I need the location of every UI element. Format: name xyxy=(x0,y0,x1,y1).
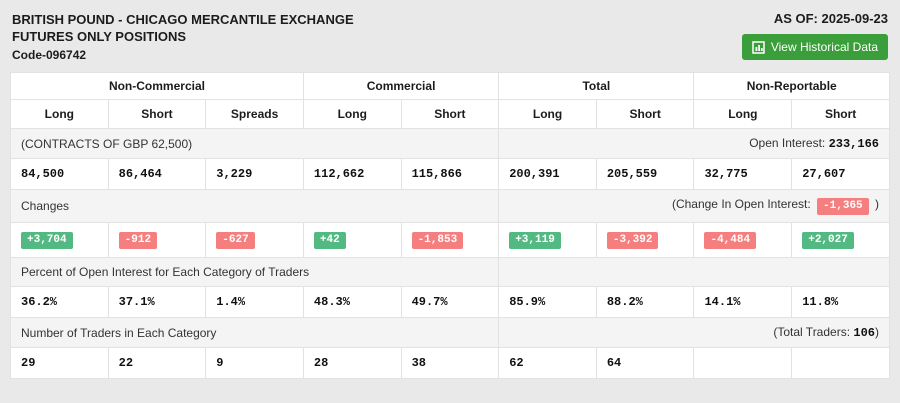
change-cell: -1,853 xyxy=(400,222,500,258)
percent-cell: 49.7% xyxy=(400,286,500,318)
change-badge: +3,704 xyxy=(21,232,73,249)
change-badge: +2,027 xyxy=(802,232,854,249)
change-badge: -627 xyxy=(216,232,255,249)
percent-section-row: Percent of Open Interest for Each Catego… xyxy=(9,257,890,287)
change-cell: +2,027 xyxy=(791,222,890,258)
change-cell: +3,119 xyxy=(498,222,597,258)
changes-label: Changes xyxy=(9,189,500,223)
change-cell: -4,484 xyxy=(693,222,793,258)
view-historical-data-label: View Historical Data xyxy=(770,40,878,54)
traders-cell xyxy=(791,347,890,379)
change-oi-suffix: ) xyxy=(875,197,879,211)
position-cell: 112,662 xyxy=(302,158,402,190)
traders-cell: 22 xyxy=(107,347,207,379)
percent-cell: 11.8% xyxy=(791,286,890,318)
open-interest: Open Interest: 233,166 xyxy=(498,128,890,159)
position-cell: 84,500 xyxy=(10,158,109,190)
change-in-open-interest: (Change In Open Interest: -1,365 ) xyxy=(498,189,890,223)
page-subtitle: FUTURES ONLY POSITIONS xyxy=(12,29,187,44)
percent-cell: 1.4% xyxy=(205,286,304,318)
group-total: Total xyxy=(498,72,695,100)
column-header-row: Long Short Spreads Long Short Long Short… xyxy=(10,99,890,129)
traders-cell: 62 xyxy=(498,347,597,379)
page-title: BRITISH POUND - CHICAGO MERCANTILE EXCHA… xyxy=(12,12,354,27)
position-cell: 115,866 xyxy=(400,158,500,190)
total-traders: (Total Traders: 106) xyxy=(498,317,890,348)
col-short: Short xyxy=(107,99,207,129)
change-badge: -1,853 xyxy=(411,232,464,249)
percent-cell: 48.3% xyxy=(302,286,402,318)
col-long: Long xyxy=(302,99,402,129)
change-oi-label: (Change In Open Interest: xyxy=(671,197,811,211)
change-cell: +3,704 xyxy=(10,222,109,258)
position-cell: 32,775 xyxy=(693,158,793,190)
header: BRITISH POUND - CHICAGO MERCANTILE EXCHA… xyxy=(0,0,900,72)
col-long: Long xyxy=(498,99,597,129)
change-badge: +3,119 xyxy=(509,232,561,249)
traders-cell xyxy=(693,347,793,379)
position-cell: 200,391 xyxy=(498,158,597,190)
position-cell: 86,464 xyxy=(107,158,207,190)
traders-cell: 28 xyxy=(302,347,402,379)
historical-data-icon xyxy=(752,40,765,54)
change-badge: -3,392 xyxy=(606,232,659,249)
position-cell: 205,559 xyxy=(595,158,695,190)
percent-cell: 85.9% xyxy=(498,286,597,318)
col-spreads: Spreads xyxy=(205,99,304,129)
change-cell: +42 xyxy=(302,222,402,258)
col-short: Short xyxy=(400,99,500,129)
percent-cell: 36.2% xyxy=(10,286,109,318)
traders-section-row: Number of Traders in Each Category (Tota… xyxy=(9,317,890,348)
change-badge: -912 xyxy=(118,232,158,249)
percents-row: 36.2% 37.1% 1.4% 48.3% 49.7% 85.9% 88.2%… xyxy=(10,286,890,318)
total-traders-value: 106 xyxy=(853,326,875,340)
traders-cell: 64 xyxy=(595,347,695,379)
total-traders-suffix: ) xyxy=(875,325,879,339)
changes-section-row: Changes (Change In Open Interest: -1,365… xyxy=(9,189,890,223)
contracts-label: (CONTRACTS OF GBP 62,500) xyxy=(9,128,500,159)
traders-cell: 29 xyxy=(10,347,109,379)
title-block: BRITISH POUND - CHICAGO MERCANTILE EXCHA… xyxy=(12,11,354,64)
col-long: Long xyxy=(693,99,793,129)
change-badge: -4,484 xyxy=(704,232,757,249)
change-oi-badge: -1,365 xyxy=(817,198,869,215)
percent-label: Percent of Open Interest for Each Catego… xyxy=(9,257,500,287)
change-cell: -627 xyxy=(205,222,304,258)
position-cell: 3,229 xyxy=(205,158,304,190)
cot-table: Non-Commercial Commercial Total Non-Repo… xyxy=(9,72,890,379)
position-cell: 27,607 xyxy=(791,158,890,190)
group-header-row: Non-Commercial Commercial Total Non-Repo… xyxy=(10,72,890,100)
group-non-commercial: Non-Commercial xyxy=(10,72,304,100)
col-short: Short xyxy=(791,99,890,129)
view-historical-data-button[interactable]: View Historical Data xyxy=(741,34,888,60)
open-interest-label: Open Interest: xyxy=(749,136,826,150)
percent-cell: 37.1% xyxy=(107,286,207,318)
group-non-reportable: Non-Reportable xyxy=(693,72,890,100)
positions-row: 84,500 86,464 3,229 112,662 115,866 200,… xyxy=(10,158,890,190)
traders-row: 29 22 9 28 38 62 64 xyxy=(10,347,890,379)
percent-section-spacer xyxy=(498,257,890,287)
changes-row: +3,704 -912 -627 +42 -1,853 +3,119 -3,39… xyxy=(10,222,890,258)
total-traders-label: (Total Traders: xyxy=(773,325,851,339)
change-badge: +42 xyxy=(313,232,346,249)
percent-cell: 14.1% xyxy=(693,286,793,318)
as-of-date: AS OF: 2025-09-23 xyxy=(773,11,888,26)
open-interest-value: 233,166 xyxy=(828,137,879,151)
group-commercial: Commercial xyxy=(302,72,500,100)
change-cell: -3,392 xyxy=(595,222,695,258)
contract-code: Code-096742 xyxy=(12,48,87,62)
percent-cell: 88.2% xyxy=(595,286,695,318)
traders-label: Number of Traders in Each Category xyxy=(9,317,500,348)
header-right: AS OF: 2025-09-23 View Historical Data xyxy=(741,11,888,60)
change-cell: -912 xyxy=(107,222,207,258)
col-long: Long xyxy=(10,99,109,129)
traders-cell: 38 xyxy=(400,347,500,379)
contracts-section-row: (CONTRACTS OF GBP 62,500) Open Interest:… xyxy=(9,128,890,159)
traders-cell: 9 xyxy=(205,347,304,379)
col-short: Short xyxy=(595,99,695,129)
